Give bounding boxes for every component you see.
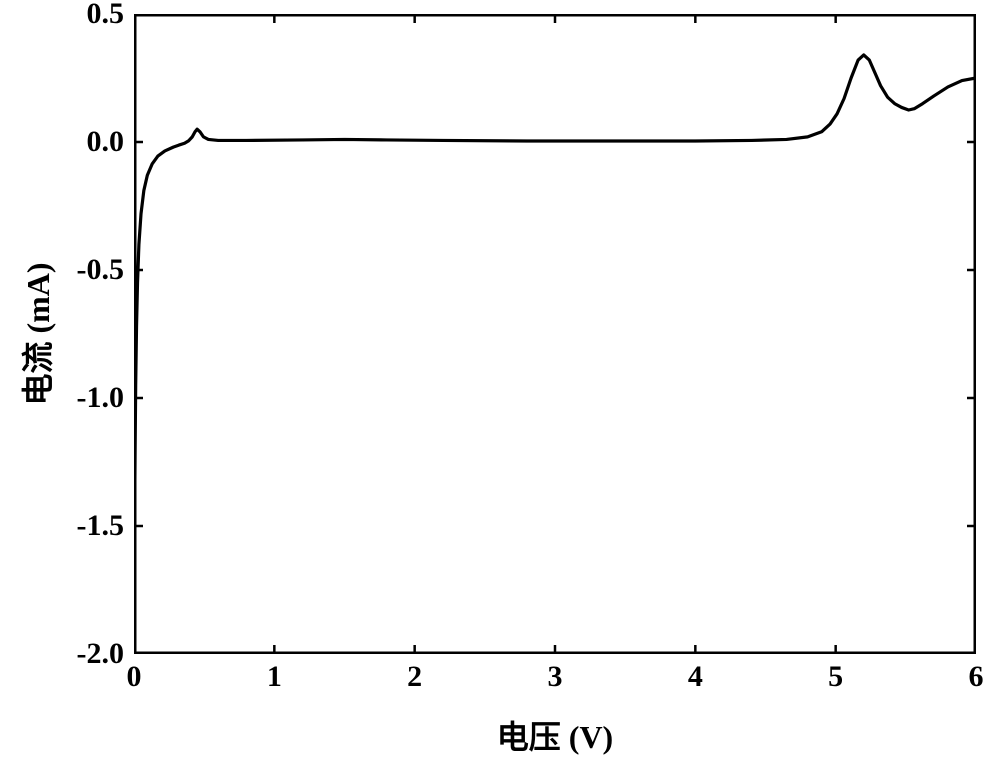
y-tick-label: -1.0 — [77, 381, 125, 415]
x-tick-label: 6 — [969, 660, 984, 694]
plot-area — [134, 14, 976, 654]
plot-frame — [135, 15, 975, 653]
data-line — [134, 55, 976, 598]
y-tick-label: 0.0 — [87, 125, 125, 159]
x-tick-label: 5 — [828, 660, 843, 694]
x-tick-label: 0 — [127, 660, 142, 694]
plot-svg — [134, 14, 976, 654]
y-tick-label: -1.5 — [77, 509, 125, 543]
x-tick-label: 1 — [267, 660, 282, 694]
x-tick-label: 2 — [407, 660, 422, 694]
y-tick-label: -0.5 — [77, 253, 125, 287]
figure: 电压 (V) 电流 (mA) 0 1 2 3 4 5 6 -2.0 -1.5 -1.0 -0.5 0.… — [0, 0, 1000, 755]
y-axis-label: 电流 (mA) — [13, 262, 59, 405]
y-tick-label: 0.5 — [87, 0, 125, 31]
x-axis-label: 电压 (V) — [497, 712, 613, 758]
x-tick-label: 3 — [548, 660, 563, 694]
x-tick-label: 4 — [688, 660, 703, 694]
y-tick-label: -2.0 — [77, 637, 125, 671]
